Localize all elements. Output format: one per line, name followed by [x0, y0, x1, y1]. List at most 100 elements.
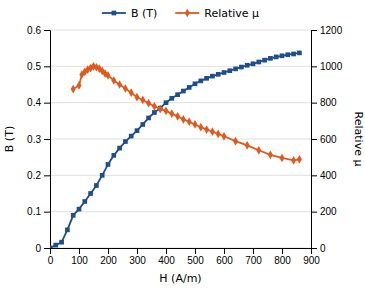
marker	[256, 146, 261, 155]
marker	[274, 55, 279, 60]
legend: B (T)Relative μ	[102, 7, 259, 20]
tick-label: 800	[320, 97, 337, 108]
grid-line	[50, 139, 311, 140]
marker	[88, 191, 93, 196]
tick-label: 0	[320, 243, 326, 254]
marker	[175, 112, 180, 121]
tick: 0	[35, 243, 50, 254]
legend-label: Relative μ	[204, 7, 259, 20]
marker	[111, 76, 116, 85]
marker	[297, 51, 302, 56]
tick-mark	[282, 248, 283, 254]
marker	[123, 84, 128, 93]
tick-mark	[44, 30, 50, 31]
tick-mark	[44, 66, 50, 67]
tick: 0.2	[27, 170, 50, 181]
marker	[262, 58, 267, 63]
tick: 0.6	[27, 25, 50, 36]
marker	[239, 65, 244, 70]
tick-label: 900	[303, 255, 320, 266]
marker	[187, 117, 192, 126]
tick-label: 1200	[320, 25, 343, 36]
marker	[50, 246, 52, 248]
marker	[163, 106, 168, 115]
y2-axis-title: Relative μ	[352, 112, 365, 167]
tick: 0	[311, 243, 326, 254]
marker	[71, 213, 76, 218]
marker	[198, 79, 203, 84]
tick-mark	[137, 248, 138, 254]
tick-mark	[44, 212, 50, 213]
marker	[111, 153, 116, 158]
marker	[146, 116, 151, 121]
legend-item: Relative μ	[175, 7, 259, 20]
marker	[59, 240, 64, 245]
tick: 900	[303, 248, 320, 266]
tick-label: 0.1	[27, 206, 41, 217]
marker	[82, 199, 87, 204]
marker	[146, 99, 151, 108]
marker	[100, 173, 105, 178]
marker	[134, 93, 139, 102]
marker	[123, 139, 128, 144]
marker	[256, 60, 261, 65]
tick-mark	[195, 248, 196, 254]
tick-mark	[44, 103, 50, 104]
axis-line	[44, 31, 51, 249]
tick-mark	[311, 30, 317, 31]
y2-axis: 020040060080010001200	[311, 25, 343, 254]
y-axis-title: B (T)	[3, 126, 16, 152]
tick: 0.5	[27, 61, 50, 72]
tick-mark	[44, 175, 50, 176]
grid	[50, 30, 311, 248]
marker	[291, 52, 296, 57]
grid-line	[50, 211, 311, 212]
series	[50, 51, 302, 248]
grid-line	[50, 102, 311, 103]
tick-label: 300	[129, 255, 146, 266]
grid-line	[50, 175, 311, 176]
marker	[164, 100, 169, 105]
tick: 0	[48, 248, 54, 266]
marker	[268, 150, 273, 159]
tick: 100	[71, 248, 88, 266]
tick-label: 0.3	[27, 134, 41, 145]
plot-area: 010020030040050060070080090000.10.20.30.…	[27, 25, 343, 266]
tick-label: 0.4	[27, 97, 41, 108]
marker	[181, 115, 186, 124]
marker	[117, 146, 122, 151]
tick: 0.4	[27, 97, 50, 108]
marker	[233, 67, 238, 72]
tick-label: 400	[158, 255, 175, 266]
tick-mark	[311, 175, 317, 176]
tick: 800	[274, 248, 291, 266]
y-axis: 0 0.1 0.2 0.3 0.4 0.5 0.6	[27, 25, 50, 254]
marker	[71, 85, 76, 94]
marker	[204, 125, 209, 134]
marker	[216, 130, 221, 139]
tick-label: 500	[187, 255, 204, 266]
marker	[53, 243, 58, 248]
tick: 300	[129, 248, 146, 266]
marker	[210, 74, 215, 79]
marker	[106, 162, 111, 167]
marker	[216, 72, 221, 77]
tick: 700	[245, 248, 262, 266]
marker	[117, 80, 122, 89]
marker	[268, 56, 273, 61]
marker	[140, 122, 145, 127]
series-line	[50, 53, 299, 248]
marker	[233, 137, 238, 146]
marker	[210, 127, 215, 136]
marker	[94, 183, 99, 188]
tick: 0.1	[27, 206, 50, 217]
marker	[279, 154, 284, 163]
tick: 400	[158, 248, 175, 266]
marker	[198, 123, 203, 132]
tick: 0.3	[27, 134, 50, 145]
tick-mark	[108, 248, 109, 254]
marker	[280, 53, 285, 58]
marker	[76, 81, 81, 90]
marker	[221, 132, 226, 141]
tick-mark	[44, 248, 50, 249]
